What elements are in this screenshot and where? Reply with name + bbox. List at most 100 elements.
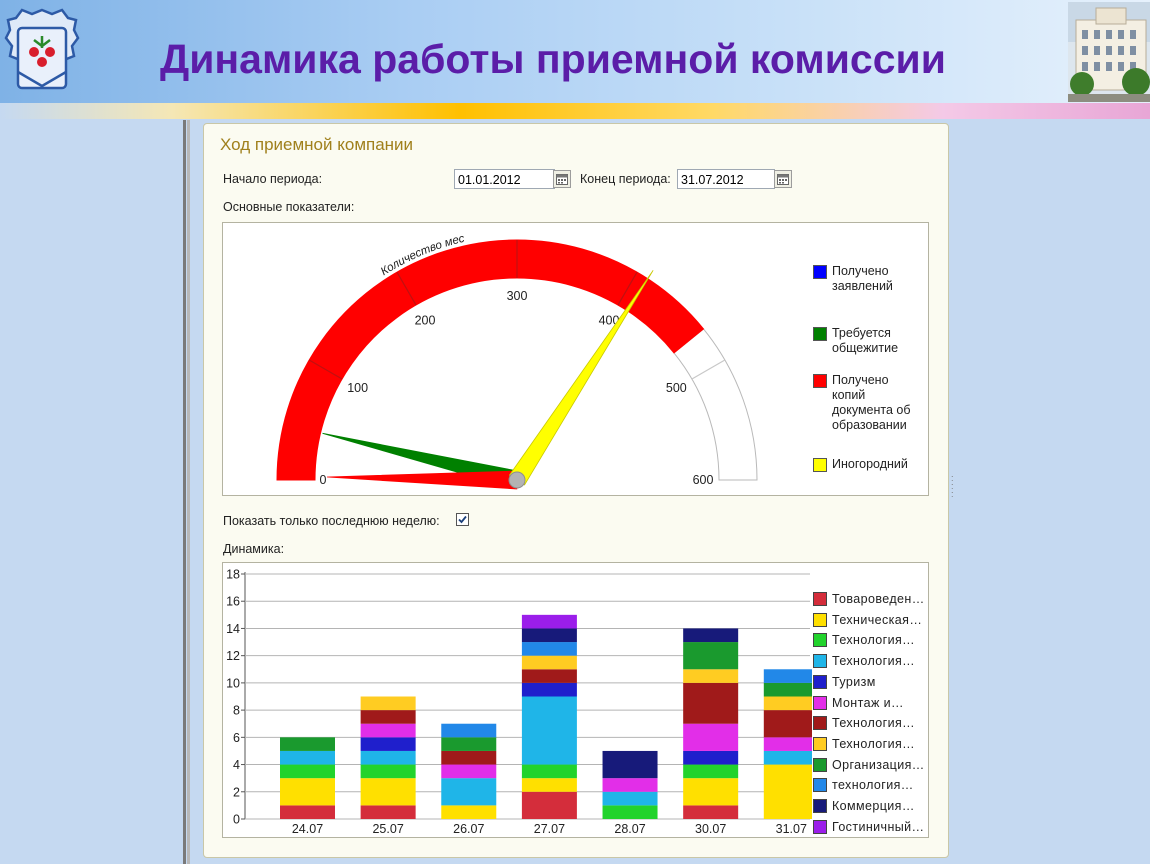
- x-tick-label: 30.07: [695, 822, 726, 836]
- gauge-legend-item: Требуется общежитие: [813, 326, 898, 356]
- y-tick-label: 8: [233, 704, 240, 718]
- period-end-field[interactable]: 31.07.2012: [677, 169, 775, 189]
- slide-title: Динамика работы приемной комиссии: [160, 36, 946, 82]
- y-tick-label: 18: [226, 568, 240, 582]
- gauge-tick-label: 300: [507, 289, 528, 303]
- bar-legend-item: Технология…: [813, 736, 915, 752]
- window-edge-inner: [187, 120, 190, 864]
- bar-segment: [521, 778, 577, 792]
- legend-label: Технология…: [832, 633, 916, 648]
- bar-segment: [683, 642, 739, 670]
- legend-label: Требуется общежитие: [832, 326, 899, 355]
- legend-label: Техническая…: [832, 612, 923, 627]
- calendar-icon: [556, 174, 568, 185]
- bar-segment: [683, 669, 739, 683]
- bar-segment: [683, 750, 739, 765]
- x-tick-label: 31.07: [776, 822, 807, 836]
- bar-segment: [441, 737, 497, 751]
- bar-segment: [683, 682, 739, 724]
- bar-legend-item: Технология…: [813, 715, 915, 731]
- bar-segment: [360, 805, 416, 819]
- bar-segment: [360, 737, 416, 751]
- y-tick-label: 10: [226, 676, 240, 690]
- bar-segment: [602, 750, 658, 779]
- bar-segment: [521, 614, 577, 629]
- gauge-tick: [396, 271, 417, 306]
- bar-legend-item: Товароведен…: [813, 591, 925, 607]
- legend-label: Коммерция…: [832, 799, 915, 813]
- legend-label: Туризм: [832, 674, 876, 689]
- y-tick-label: 12: [226, 649, 240, 663]
- bar-segment: [280, 764, 335, 779]
- legend-label: Технология…: [832, 716, 916, 731]
- bar-segment: [763, 764, 812, 819]
- decorative-stripe: [0, 103, 1150, 119]
- resize-grip-icon[interactable]: :::: [951, 473, 954, 499]
- period-end-label: Конец периода:: [580, 172, 671, 186]
- window-edge: [183, 120, 186, 864]
- calendar-icon: [777, 174, 789, 185]
- legend-label: Гостиничный…: [832, 819, 925, 834]
- last-week-checkbox[interactable]: [456, 513, 469, 526]
- gauge-tick-label: 0: [320, 473, 327, 487]
- bar-segment: [683, 723, 739, 751]
- bar-segment: [521, 655, 577, 670]
- y-tick-label: 14: [226, 622, 240, 636]
- bar-segment: [360, 750, 416, 765]
- bar-legend-item: Коммерция…: [813, 798, 915, 814]
- indicators-label: Основные показатели:: [223, 200, 355, 214]
- period-start-field[interactable]: 01.01.2012: [454, 169, 555, 189]
- last-week-label: Показать только последнюю неделю:: [223, 514, 440, 528]
- gauge-tick-label: 200: [415, 314, 436, 328]
- calendar-end-button[interactable]: [774, 170, 792, 188]
- bar-legend-item: Техническая…: [813, 612, 922, 628]
- bar-segment: [521, 696, 577, 765]
- y-tick-label: 6: [233, 731, 240, 745]
- legend-swatch: [813, 612, 827, 627]
- bar-segment: [763, 696, 812, 711]
- bar-segment: [763, 710, 812, 738]
- bar-segment: [521, 764, 577, 779]
- legend-swatch: [813, 633, 827, 648]
- x-tick-label: 27.07: [534, 822, 565, 836]
- legend-swatch: [813, 757, 827, 772]
- gauge-needle: [326, 470, 518, 490]
- legend-label: Технология…: [832, 736, 916, 751]
- bar-legend-item: Монтаж и…: [813, 695, 904, 711]
- calendar-start-button[interactable]: [553, 170, 571, 188]
- y-tick-label: 2: [233, 785, 240, 799]
- bar-segment: [360, 764, 416, 779]
- bar-segment: [683, 764, 739, 779]
- legend-label: Иногородний: [832, 457, 908, 471]
- bar-segment: [521, 669, 577, 683]
- bar-segment: [441, 778, 497, 806]
- bar-segment: [683, 628, 739, 643]
- bar-segment: [360, 696, 416, 711]
- dynamics-label: Динамика:: [223, 542, 285, 556]
- bar-segment: [360, 710, 416, 724]
- legend-swatch: [813, 458, 827, 472]
- bar-legend-item: Технология…: [813, 632, 915, 648]
- legend-label: Организация…: [832, 757, 925, 772]
- gauge-legend-item: Иногородний: [813, 457, 908, 472]
- bar-segment: [280, 778, 335, 806]
- bar-segment: [280, 805, 335, 819]
- bar-segment: [521, 642, 577, 656]
- dynamics-bar-chart: 0 2 4 6 8 10 12 14 16 18 24.07 25.07 26.07 27.07 28.07…: [226, 568, 812, 836]
- legend-swatch: [813, 674, 827, 689]
- legend-swatch: [813, 716, 827, 731]
- bar-legend-item: технология…: [813, 777, 914, 793]
- bar-segment: [521, 682, 577, 697]
- period-start-label: Начало периода:: [223, 172, 323, 186]
- legend-label: Получено заявлений: [832, 264, 893, 293]
- bar-legend-item: Технология…: [813, 653, 915, 669]
- gauge-legend-item: Получено заявлений: [813, 264, 893, 294]
- x-tick-label: 28.07: [614, 822, 645, 836]
- bar-segment: [683, 805, 739, 819]
- form-title: Ход приемной компании: [220, 135, 414, 154]
- legend-swatch: [813, 799, 827, 813]
- legend-swatch: [813, 265, 827, 279]
- bar-segment: [763, 750, 812, 765]
- bar-segment: [521, 791, 577, 819]
